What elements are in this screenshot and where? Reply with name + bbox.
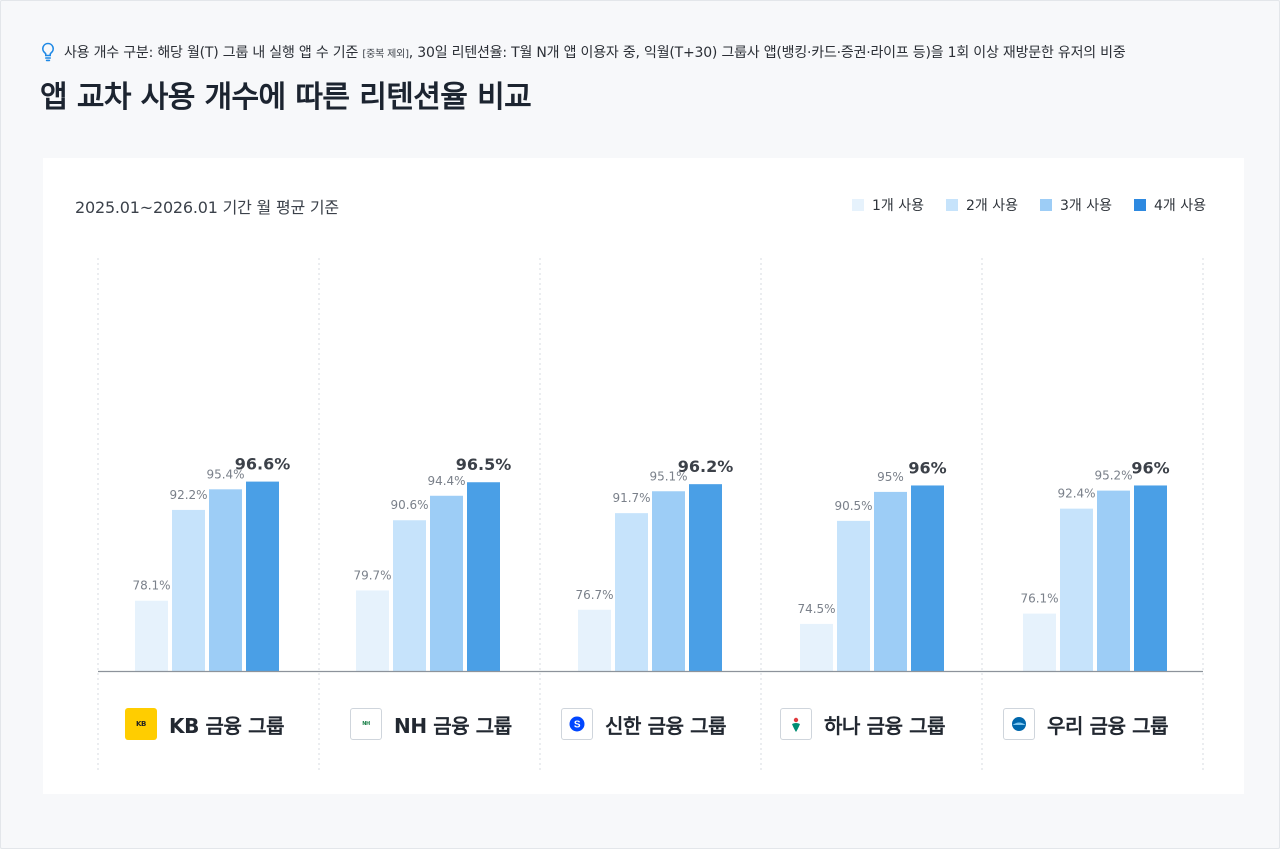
bar-4-3 <box>874 491 907 671</box>
data-label-2-4: 96.5% <box>456 455 512 474</box>
note-main-text: 사용 개수 구분: 해당 월(T) 그룹 내 실행 앱 수 기준 <box>64 45 359 61</box>
legend-label-3: 3개 사용 <box>1060 198 1112 214</box>
data-label-5-3: 95.2% <box>1094 469 1132 483</box>
data-label-4-4: 96% <box>908 458 946 477</box>
data-label-1-2: 92.2% <box>169 488 207 502</box>
bar-1-1 <box>135 600 168 671</box>
legend-swatch-4 <box>1134 199 1146 211</box>
bar-3-3 <box>652 491 685 671</box>
legend-item-2: 2개 사용 <box>946 195 1018 215</box>
data-label-3-4: 96.2% <box>678 457 734 476</box>
legend-label-1: 1개 사용 <box>872 198 924 214</box>
legend-label-4: 4개 사용 <box>1154 198 1206 214</box>
legend-item-3: 3개 사용 <box>1040 195 1112 215</box>
group-label-shinhan: S 신한 금융 그룹 <box>561 706 727 742</box>
data-label-5-1: 76.1% <box>1020 592 1058 606</box>
legend-label-2: 2개 사용 <box>966 198 1018 214</box>
legend-item-1: 1개 사용 <box>852 195 924 215</box>
shinhan-logo-icon: S <box>561 708 593 740</box>
period-label: 2025.01~2026.01 기간 월 평균 기준 <box>75 198 339 217</box>
group-label-woori: 우리 금융 그룹 <box>1003 706 1169 742</box>
group-name-kb: KB 금융 그룹 <box>169 713 285 738</box>
page-title: 앱 교차 사용 개수에 따른 리텐션율 비교 <box>40 80 532 115</box>
data-label-3-2: 91.7% <box>612 491 650 505</box>
data-label-2-3: 94.4% <box>427 474 465 488</box>
data-label-4-1: 74.5% <box>797 602 835 616</box>
data-label-3-3: 95.1% <box>649 469 687 483</box>
legend-swatch-1 <box>852 199 864 211</box>
bar-4-4 <box>911 485 944 671</box>
bar-5-4 <box>1134 485 1167 671</box>
bar-1-2 <box>172 509 205 671</box>
data-label-5-2: 92.4% <box>1057 487 1095 501</box>
bar-1-4 <box>246 481 279 671</box>
bar-4-2 <box>837 520 870 671</box>
chart-legend: 1개 사용 2개 사용 3개 사용 4개 사용 <box>852 195 1206 215</box>
bar-5-1 <box>1023 613 1056 671</box>
bar-2-4 <box>467 482 500 671</box>
kb-logo-icon: KB <box>125 708 157 740</box>
group-name-woori: 우리 금융 그룹 <box>1047 713 1169 738</box>
bar-3-2 <box>615 513 648 671</box>
bar-chart: 78.1% 79.7% 76.7% 74.5% 76.1% 92.2% 90.6% 91.7%… <box>97 258 1204 772</box>
legend-item-4: 4개 사용 <box>1134 195 1206 215</box>
woori-logo-icon <box>1003 708 1035 740</box>
data-label-4-3: 95% <box>877 470 904 484</box>
data-label-1-4: 96.6% <box>235 455 291 474</box>
legend-swatch-2 <box>946 199 958 211</box>
definition-note: 사용 개수 구분: 해당 월(T) 그룹 내 실행 앱 수 기준 [중복 제외]… <box>40 40 1126 64</box>
data-label-2-2: 90.6% <box>390 498 428 512</box>
note-rest-text: , 30일 리텐션율: T월 N개 앱 이용자 중, 익월(T+30) 그룹사 … <box>408 45 1126 61</box>
group-label-kb: KB KB 금융 그룹 <box>125 706 284 742</box>
group-label-nh: NH NH 금융 그룹 <box>350 706 512 742</box>
group-name-hana: 하나 금융 그룹 <box>824 713 946 738</box>
group-name-shinhan: 신한 금융 그룹 <box>605 713 727 738</box>
bar-1-3 <box>209 489 242 671</box>
bar-5-2 <box>1060 508 1093 671</box>
group-label-hana: 하나 금융 그룹 <box>780 706 946 742</box>
bar-2-1 <box>356 590 389 671</box>
data-label-4-2: 90.5% <box>834 499 872 513</box>
bar-2-3 <box>430 495 463 671</box>
hana-logo-icon <box>780 708 812 740</box>
bar-3-1 <box>578 609 611 671</box>
chart-card: 2025.01~2026.01 기간 월 평균 기준 1개 사용 2개 사용 3… <box>43 158 1244 794</box>
bar-4-1 <box>800 623 833 671</box>
bar-5-3 <box>1097 490 1130 671</box>
bar-3-4 <box>689 484 722 671</box>
data-label-5-4: 96% <box>1131 458 1169 477</box>
group-name-nh: NH 금융 그룹 <box>394 713 512 738</box>
data-label-1-1: 78.1% <box>132 579 170 593</box>
data-label-2-1: 79.7% <box>353 568 391 582</box>
note-small-text: [중복 제외] <box>362 49 409 60</box>
legend-swatch-3 <box>1040 199 1052 211</box>
data-label-3-1: 76.7% <box>575 588 613 602</box>
data-label-1-3: 95.4% <box>206 467 244 481</box>
lightbulb-icon <box>42 42 54 62</box>
nh-logo-icon: NH <box>350 708 382 740</box>
bar-2-2 <box>393 520 426 671</box>
svg-text:S: S <box>574 720 581 731</box>
